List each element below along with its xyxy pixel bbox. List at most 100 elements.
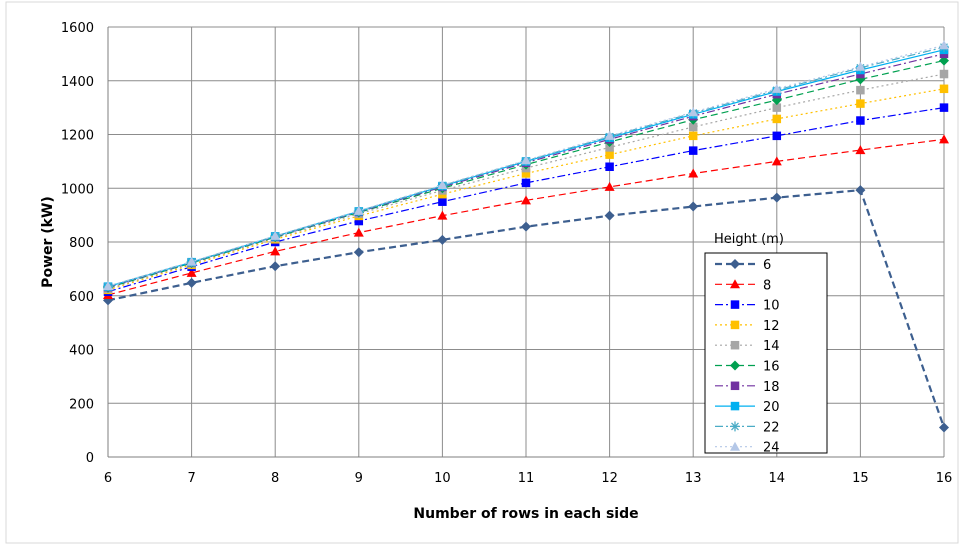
legend-item-20: 20 — [715, 400, 780, 415]
y-tick-label: 1600 — [61, 21, 94, 36]
x-tick-label: 16 — [936, 471, 953, 486]
legend-item-8: 8 — [715, 278, 771, 293]
data-point-24 — [353, 205, 364, 215]
data-point-6 — [688, 201, 699, 212]
data-point-24 — [270, 230, 281, 240]
x-tick-label: 15 — [852, 471, 869, 486]
data-point-10 — [688, 146, 698, 155]
asterisk-stroke — [731, 422, 739, 431]
data-point-8 — [604, 181, 615, 191]
legend-label: 20 — [763, 400, 780, 415]
data-point-8 — [688, 168, 699, 178]
x-tick-label: 8 — [271, 471, 279, 486]
y-tick-label: 400 — [69, 344, 94, 359]
data-point-6 — [855, 185, 866, 196]
data-point-8 — [939, 134, 949, 144]
x-tick-label: 12 — [601, 471, 618, 486]
data-point-14 — [856, 85, 865, 95]
data-point-14 — [688, 122, 698, 132]
data-point-6 — [270, 261, 281, 272]
series-line-8 — [107, 138, 945, 296]
data-point-6 — [604, 210, 615, 221]
legend-label: 22 — [763, 420, 780, 435]
x-tick-label: 11 — [518, 471, 535, 486]
legend-box — [704, 252, 828, 454]
legend-item-18: 18 — [715, 380, 780, 395]
x-tick-label: 7 — [187, 471, 195, 486]
data-point-14 — [772, 103, 782, 112]
legend-marker — [730, 401, 740, 411]
series-24 — [103, 40, 949, 291]
y-tick-label: 1200 — [61, 129, 94, 144]
legend-marker — [730, 320, 740, 330]
legend-marker — [730, 300, 740, 309]
y-tick-label: 200 — [69, 397, 94, 412]
data-point-10 — [856, 116, 865, 125]
legend-item-22: 22 — [715, 420, 780, 435]
legend: 6 8 10 12 14 16 18 20 22 24 — [704, 252, 828, 456]
data-point-6 — [353, 247, 364, 258]
data-point-10 — [772, 131, 782, 141]
legend-marker — [730, 381, 740, 391]
data-point-24 — [437, 180, 448, 190]
x-tick-label: 10 — [434, 471, 451, 486]
series-line-12 — [107, 88, 945, 291]
data-point-12 — [939, 84, 949, 94]
data-point-12 — [856, 99, 865, 108]
data-point-24 — [521, 155, 531, 165]
x-axis-title: Number of rows in each side — [413, 506, 638, 522]
data-point-6 — [771, 192, 782, 203]
legend-item-12: 12 — [715, 319, 780, 334]
data-point-8 — [270, 246, 281, 256]
data-point-6 — [939, 422, 949, 433]
series-8 — [103, 134, 949, 299]
legend-label: 12 — [763, 319, 780, 334]
y-tick-label: 1000 — [61, 182, 94, 197]
legend-marker — [730, 441, 740, 451]
data-point-8 — [186, 267, 197, 277]
legend-label: 18 — [763, 380, 780, 395]
data-point-8 — [771, 156, 782, 166]
legend-item-10: 10 — [715, 299, 780, 314]
data-point-24 — [604, 130, 615, 140]
data-point-8 — [855, 145, 866, 155]
data-point-24 — [186, 256, 197, 266]
data-point-24 — [688, 107, 699, 117]
data-point-8 — [353, 227, 364, 237]
series-6 — [103, 185, 949, 433]
legend-label: 8 — [763, 278, 771, 293]
data-point-24 — [103, 281, 113, 291]
y-tick-label: 800 — [69, 236, 94, 251]
legend-marker — [730, 360, 740, 371]
y-tick-label: 0 — [86, 451, 94, 466]
data-point-14 — [939, 69, 949, 79]
y-tick-label: 600 — [69, 290, 94, 305]
legend-label: 14 — [763, 339, 780, 354]
data-point-12 — [605, 150, 614, 159]
data-point-10 — [939, 103, 949, 112]
data-point-10 — [605, 162, 614, 171]
data-point-6 — [521, 221, 531, 232]
y-tick-label: 1400 — [61, 75, 94, 90]
chart-area-border — [5, 1, 959, 544]
x-tick-label: 14 — [769, 471, 786, 486]
legend-marker — [730, 279, 740, 289]
legend-title: Height (m) — [714, 232, 784, 247]
legend-label: 10 — [763, 299, 780, 314]
data-point-14 — [605, 143, 614, 152]
legend-item-14: 14 — [715, 339, 780, 354]
data-point-24 — [939, 40, 949, 50]
data-point-8 — [521, 195, 531, 205]
data-point-24 — [855, 61, 866, 71]
data-point-10 — [354, 216, 364, 226]
legend-marker — [730, 421, 740, 432]
x-tick-label: 13 — [685, 471, 702, 486]
data-point-12 — [772, 114, 782, 124]
x-tick-label: 9 — [355, 471, 363, 486]
data-point-10 — [521, 178, 531, 188]
data-point-24 — [771, 83, 782, 93]
legend-label: 24 — [763, 441, 780, 456]
legend-item-16: 16 — [715, 360, 780, 375]
y-axis-title: Power (kW) — [40, 196, 56, 288]
